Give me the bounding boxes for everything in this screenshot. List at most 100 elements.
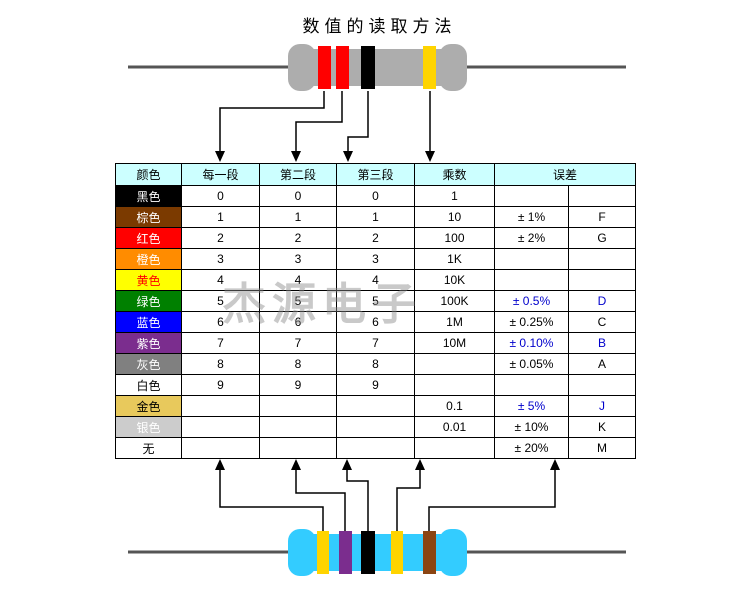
resistor-band [336,46,349,89]
cell-band2: 5 [259,290,337,312]
arrow-head [291,459,301,470]
cell-tolerance [494,248,569,270]
cell-band2: 0 [259,185,337,207]
cell-band1: 2 [181,227,260,249]
cell-band3: 7 [336,332,415,354]
table-row: 无 ± 20% M [115,437,637,459]
cell-code [567,185,637,207]
color-table-body: 黑色 0 0 0 1 棕色 1 1 1 10 ± 1% F 红色 2 2 2 100 ± 2% G 橙色 3 3 3 1K 黄色… [115,185,637,459]
cell-band1: 8 [181,353,260,375]
arrow-line [219,470,324,531]
band-pointer-arrows-top [215,91,435,162]
cell-code: A [567,353,637,375]
cell-band2 [259,437,337,459]
table-row: 金色 0.1 ± 5% J [115,395,637,417]
resistor-band [318,46,331,89]
cell-band2 [259,395,337,417]
cell-band3: 5 [336,290,415,312]
cell-tolerance: ± 0.10% [494,332,569,354]
arrow-head [425,151,435,162]
arrow-head [215,459,225,470]
arrow-line [219,91,325,151]
resistor-band [339,531,352,574]
cell-code: B [567,332,637,354]
table-row: 橙色 3 3 3 1K [115,248,637,270]
header-tolerance: 误差 [493,163,637,186]
cell-band2: 1 [259,206,337,228]
arrow-head [343,151,353,162]
cell-band3 [336,437,415,459]
cell-code: D [567,290,637,312]
cell-code [567,269,637,291]
arrow-head [215,151,225,162]
cell-band1: 6 [181,311,260,333]
cell-band1 [181,437,260,459]
cell-label: 橙色 [115,248,182,270]
cell-band2: 3 [259,248,337,270]
table-row: 黑色 0 0 0 1 [115,185,637,207]
cell-multiplier: 0.01 [414,416,495,438]
page-title: 数值的读取方法 [302,17,457,36]
cell-label: 黄色 [115,269,182,291]
cell-band1 [181,416,260,438]
cell-band1: 3 [181,248,260,270]
cell-code [567,374,637,396]
cell-band2: 9 [259,374,337,396]
cell-multiplier: 1M [414,311,495,333]
cell-label: 银色 [115,416,182,438]
cell-multiplier: 100 [414,227,495,249]
cell-code: G [567,227,637,249]
cell-tolerance [494,374,569,396]
cell-tolerance: ± 5% [494,395,569,417]
cell-band1: 4 [181,269,260,291]
resistor-bottom [128,529,626,576]
resistor-body [300,534,452,571]
resistor-band [361,531,375,574]
cell-code: J [567,395,637,417]
cell-band1: 9 [181,374,260,396]
resistor-body [288,529,316,576]
cell-band2: 2 [259,227,337,249]
cell-band1: 0 [181,185,260,207]
resistor-band [423,46,436,89]
cell-band3: 8 [336,353,415,375]
cell-tolerance: ± 10% [494,416,569,438]
cell-band3 [336,395,415,417]
cell-code: F [567,206,637,228]
table-row: 白色 9 9 9 [115,374,637,396]
cell-code [567,248,637,270]
arrow-head [342,459,352,470]
arrow-line [295,91,343,151]
resistor-top [128,44,626,91]
cell-tolerance: ± 0.25% [494,311,569,333]
cell-multiplier [414,353,495,375]
arrow-head [291,151,301,162]
cell-band1: 1 [181,206,260,228]
cell-band3: 0 [336,185,415,207]
arrow-line [295,470,346,531]
cell-band1: 7 [181,332,260,354]
cell-multiplier: 0.1 [414,395,495,417]
cell-label: 金色 [115,395,182,417]
arrow-head [415,459,425,470]
cell-band2 [259,416,337,438]
resistor-body [288,44,316,91]
cell-band3: 2 [336,227,415,249]
cell-label: 棕色 [115,206,182,228]
table-row: 棕色 1 1 1 10 ± 1% F [115,206,637,228]
cell-band3: 6 [336,311,415,333]
resistor-band [361,46,375,89]
color-code-table: 颜色 每一段 第二段 第三段 乘数 误差 黑色 0 0 0 1 棕色 1 1 1 10 ± 1% F 红… [115,163,637,459]
cell-multiplier: 10M [414,332,495,354]
cell-band3: 3 [336,248,415,270]
cell-band2: 7 [259,332,337,354]
cell-code: K [567,416,637,438]
cell-tolerance: ± 20% [494,437,569,459]
table-row: 绿色 5 5 5 100K ± 0.5% D [115,290,637,312]
header-band3: 第三段 [336,163,415,186]
cell-band2: 8 [259,353,337,375]
cell-label: 灰色 [115,353,182,375]
table-row: 紫色 7 7 7 10M ± 0.10% B [115,332,637,354]
table-row: 蓝色 6 6 6 1M ± 0.25% C [115,311,637,333]
